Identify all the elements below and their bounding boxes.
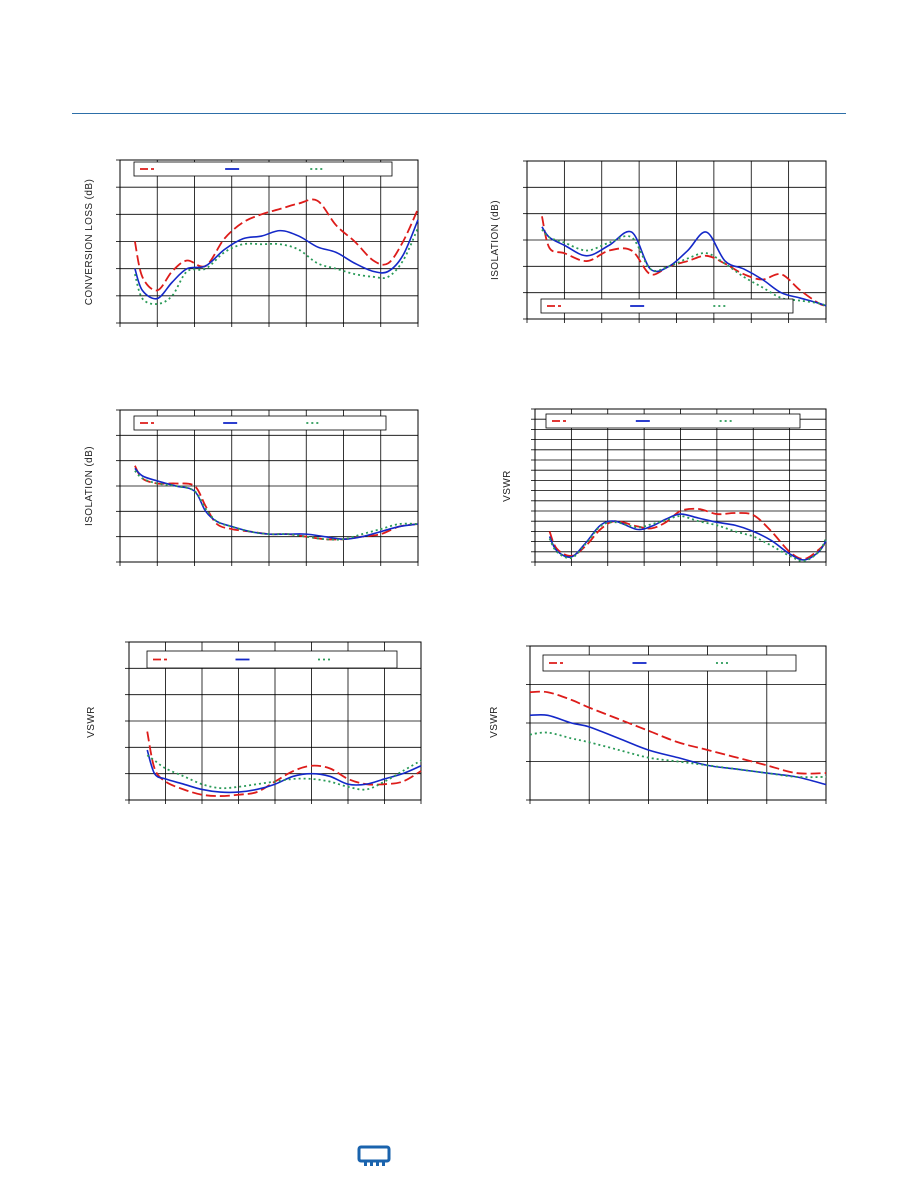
header-rule <box>72 113 846 114</box>
legend-box <box>540 298 794 314</box>
series-line-1 <box>529 690 827 775</box>
series-line-1 <box>134 198 419 292</box>
legend-box <box>545 413 801 429</box>
series-line-2 <box>548 513 827 561</box>
series-line-3 <box>146 754 422 791</box>
chart1: CONVERSION LOSS (dB) <box>84 159 419 327</box>
chart5: VSWR <box>86 641 422 804</box>
chart2: ISOLATION (dB) <box>490 160 827 323</box>
legend-box <box>133 161 393 177</box>
series-line-2 <box>541 226 827 307</box>
chip-logo-icon <box>357 1145 391 1166</box>
y-axis-label: VSWR <box>502 470 513 502</box>
legend-box <box>542 654 797 672</box>
chart3: ISOLATION (dB) <box>84 409 419 566</box>
series-line-2 <box>146 749 422 794</box>
legend-box <box>133 415 387 431</box>
legend <box>146 650 398 669</box>
legend <box>540 298 794 314</box>
legend <box>133 161 393 177</box>
series-line-3 <box>541 228 827 307</box>
y-axis-label: ISOLATION (dB) <box>84 446 95 526</box>
series-line-3 <box>529 731 827 779</box>
legend <box>545 413 801 429</box>
chart6: VSWR <box>489 645 827 804</box>
series-line-2 <box>134 219 419 300</box>
series-line-2 <box>134 467 419 541</box>
y-axis-label: VSWR <box>86 706 97 738</box>
y-axis-label: CONVERSION LOSS (dB) <box>84 179 95 305</box>
legend-box <box>146 650 398 669</box>
legend <box>133 415 387 431</box>
series-line-3 <box>134 227 419 305</box>
series-line-1 <box>541 216 827 307</box>
y-axis-label: VSWR <box>489 706 500 738</box>
series-line-1 <box>548 507 827 560</box>
chart4: VSWR <box>502 408 827 566</box>
series-line-2 <box>529 713 827 786</box>
y-axis-label: ISOLATION (dB) <box>490 200 501 280</box>
legend <box>542 654 797 672</box>
